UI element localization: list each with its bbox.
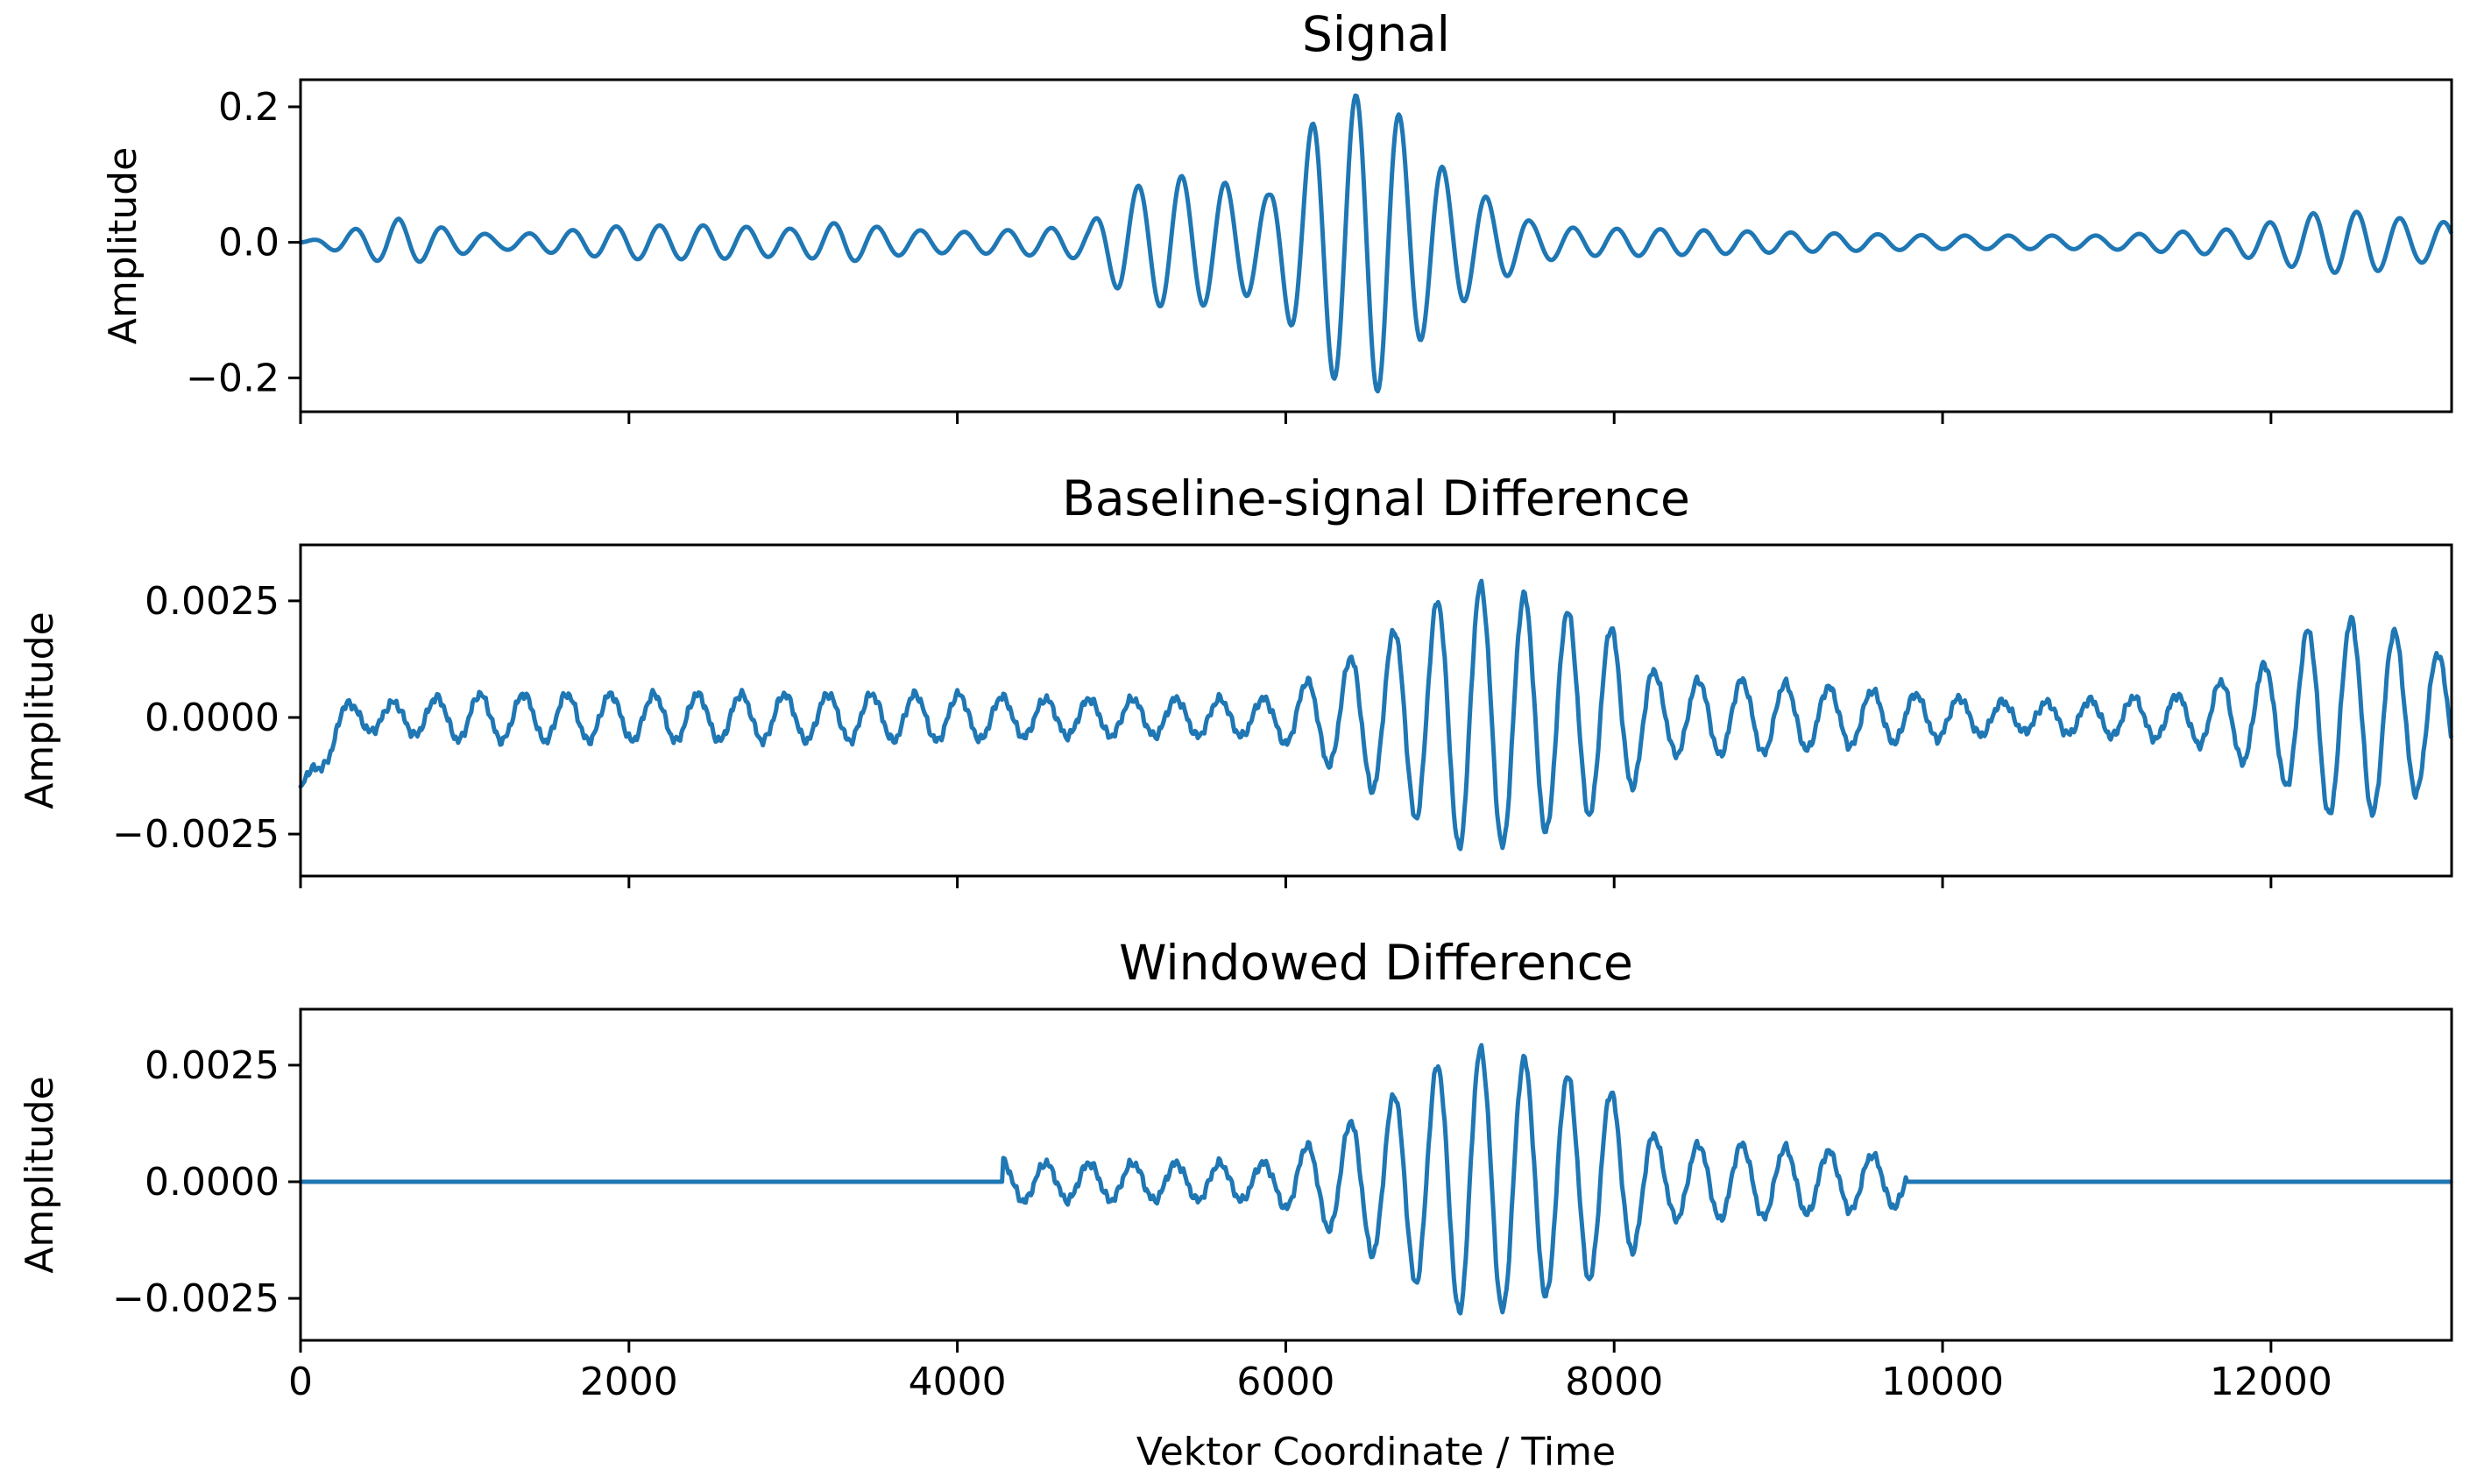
x-tick-label: 4000	[909, 1360, 1007, 1404]
signal-panel: 0.2 0.0 −0.2 Signal Amplitude	[101, 6, 2453, 424]
y-tick-label: 0.0025	[145, 579, 280, 624]
x-tick-label: 8000	[1565, 1360, 1663, 1404]
y-tick-label: 0.0025	[145, 1043, 280, 1088]
series-line-2-0	[298, 1042, 2453, 1316]
y-tick-label: 0.2	[218, 85, 280, 130]
chart-title: Signal	[1302, 6, 1450, 62]
y-tick-label: 0.0	[218, 221, 280, 265]
y-tick-label: −0.0025	[112, 812, 280, 857]
axes-frame	[299, 543, 2453, 878]
series-line-1-0	[298, 578, 2453, 852]
baseline-signal-difference-panel: 0.0025 0.0000 −0.0025 Baseline-signal Diffe…	[18, 470, 2453, 888]
x-tick-label: 6000	[1236, 1360, 1334, 1404]
windowed-difference-panel: 0 2000 4000 6000 8000 10000 12000 0.0025 0.0000 −…	[18, 935, 2453, 1474]
series-line-0-0	[298, 93, 2453, 394]
x-tick-label: 2000	[580, 1360, 678, 1404]
axes-frame	[299, 1007, 2453, 1342]
x-axis-label: Vektor Coordinate / Time	[1136, 1430, 1616, 1474]
y-axis-label: Amplitude	[18, 1076, 62, 1273]
y-axis-label: Amplitude	[101, 147, 145, 344]
axes-frame	[299, 78, 2453, 413]
x-tick-label: 12000	[2210, 1360, 2332, 1404]
y-axis-label: Amplitude	[18, 611, 62, 809]
chart-title: Windowed Difference	[1119, 935, 1633, 991]
x-tick-label: 0	[288, 1360, 313, 1404]
y-tick-label: 0.0000	[145, 1160, 280, 1205]
y-tick-label: 0.0000	[145, 696, 280, 740]
chart-title: Baseline-signal Difference	[1062, 470, 1690, 526]
y-tick-label: −0.0025	[112, 1276, 280, 1321]
x-tick-label: 10000	[1881, 1360, 2004, 1404]
y-tick-label: −0.2	[186, 356, 280, 400]
